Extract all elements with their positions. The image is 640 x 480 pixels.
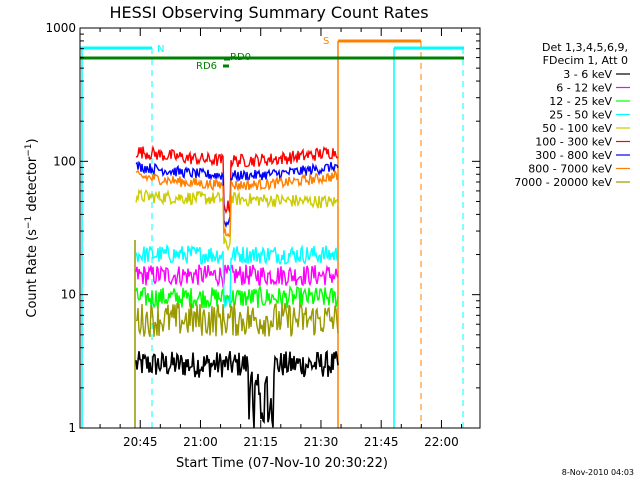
night-flag-label: N <box>157 44 164 55</box>
series-line <box>135 188 339 252</box>
legend-header-line-1: Det 1,3,4,5,6,9, <box>542 41 628 54</box>
legend-label: 50 - 100 keV <box>542 122 612 135</box>
series-line <box>135 349 339 429</box>
legend-label: 6 - 12 keV <box>556 82 612 95</box>
flags-layer: N S RD0 RD6 <box>80 36 464 428</box>
y-axis-label: Count Rate (s−1 detector−1) <box>24 138 40 317</box>
series-line <box>135 144 339 215</box>
legend-label: 12 - 25 keV <box>549 95 612 108</box>
rd0-label: RD0 <box>230 52 251 63</box>
plot-area: N S RD0 RD6 1 10 100 1000 20:45 21:00 21:15 21:30 2… <box>45 21 481 449</box>
y-axis-label-mid: detector <box>25 156 40 216</box>
legend-label: 300 - 800 keV <box>535 149 612 162</box>
x-tick-label: 20:45 <box>123 435 158 449</box>
series-layer <box>135 144 339 429</box>
saa-flag-label: S <box>323 36 329 47</box>
series-line <box>135 264 339 289</box>
y-tick-label: 100 <box>53 154 76 168</box>
x-tick-label: 21:15 <box>243 435 278 449</box>
legend-label: 7000 - 20000 keV <box>514 176 612 189</box>
legend-header-line-2: FDecim 1, Att 0 <box>543 54 628 67</box>
series-line <box>135 160 339 229</box>
plot-frame <box>79 27 481 429</box>
x-tick-label: 21:45 <box>364 435 399 449</box>
y-tick-label: 1 <box>68 421 76 435</box>
x-tick-label: 22:00 <box>424 435 459 449</box>
series-line <box>135 169 339 238</box>
rd6-label: RD6 <box>196 61 217 72</box>
series-line <box>135 302 339 338</box>
x-tick-label: 21:30 <box>304 435 339 449</box>
y-axis-label-sup1: −1 <box>24 216 34 229</box>
axis-layer: 1 10 100 1000 20:45 21:00 21:15 21:30 21:45 22:00 <box>45 21 480 449</box>
y-axis-label-sup2: −1 <box>24 143 34 156</box>
legend-label: 3 - 6 keV <box>563 68 612 81</box>
series-line <box>135 284 339 309</box>
chart-title: HESSI Observing Summary Count Rates <box>109 3 428 22</box>
series-line <box>135 243 339 309</box>
y-tick-label: 10 <box>61 288 76 302</box>
y-axis-label-end: ) <box>25 138 40 143</box>
legend-label: 25 - 50 keV <box>549 109 612 122</box>
legend-label: 100 - 300 keV <box>535 136 612 149</box>
timestamp-stamp: 8-Nov-2010 04:03 <box>562 468 634 477</box>
x-tick-label: 21:00 <box>183 435 218 449</box>
y-axis-label-main: Count Rate (s <box>25 229 40 318</box>
x-axis-label: Start Time (07-Nov-10 20:30:22) <box>176 456 388 471</box>
y-tick-label: 1000 <box>45 21 76 35</box>
legend: Det 1,3,4,5,6,9, FDecim 1, Att 0 3 - 6 k… <box>514 41 630 189</box>
legend-label: 800 - 7000 keV <box>528 163 612 176</box>
